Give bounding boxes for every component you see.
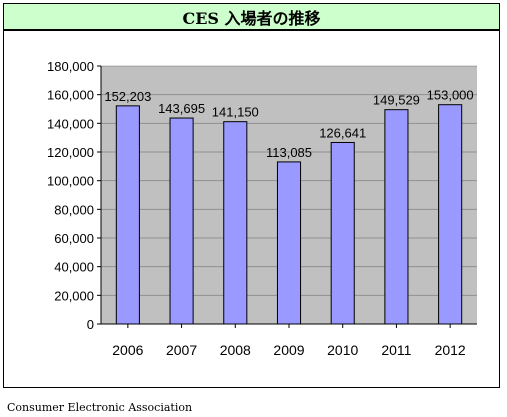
bar (330, 141, 355, 325)
x-tick-label: 2008 (220, 342, 251, 358)
bar (276, 161, 302, 325)
data-label: 126,641 (319, 125, 366, 140)
data-label: 149,529 (373, 93, 420, 108)
data-label: 141,150 (212, 105, 259, 120)
y-tick-label: 20,000 (54, 288, 94, 303)
y-tick-label: 160,000 (47, 88, 94, 103)
y-tick-label: 80,000 (54, 202, 94, 217)
x-tick-label: 2012 (435, 342, 466, 358)
data-label: 152,203 (104, 89, 151, 104)
x-tick-label: 2010 (327, 342, 358, 358)
data-label: 153,000 (427, 88, 474, 103)
bar (169, 117, 194, 325)
data-label: 143,695 (158, 101, 205, 116)
y-tick-label: 120,000 (47, 145, 94, 160)
data-label: 113,085 (266, 145, 312, 160)
bar (384, 109, 409, 325)
y-tick-label: 60,000 (54, 231, 94, 246)
x-tick-label: 2007 (166, 342, 197, 358)
y-tick-label: 40,000 (54, 260, 94, 275)
bar (115, 105, 140, 325)
chart-title: CES 入場者の推移 (3, 3, 500, 30)
y-tick-label: 0 (87, 317, 94, 332)
y-tick-label: 180,000 (47, 59, 94, 74)
source-note: Consumer Electronic Association (7, 401, 193, 414)
y-tick-label: 140,000 (47, 116, 94, 131)
bar (438, 104, 463, 325)
x-tick-label: 2011 (381, 342, 411, 358)
bar (223, 121, 248, 325)
y-tick-label: 100,000 (47, 174, 94, 189)
x-tick-label: 2006 (112, 342, 143, 358)
x-tick-label: 2009 (273, 342, 304, 358)
